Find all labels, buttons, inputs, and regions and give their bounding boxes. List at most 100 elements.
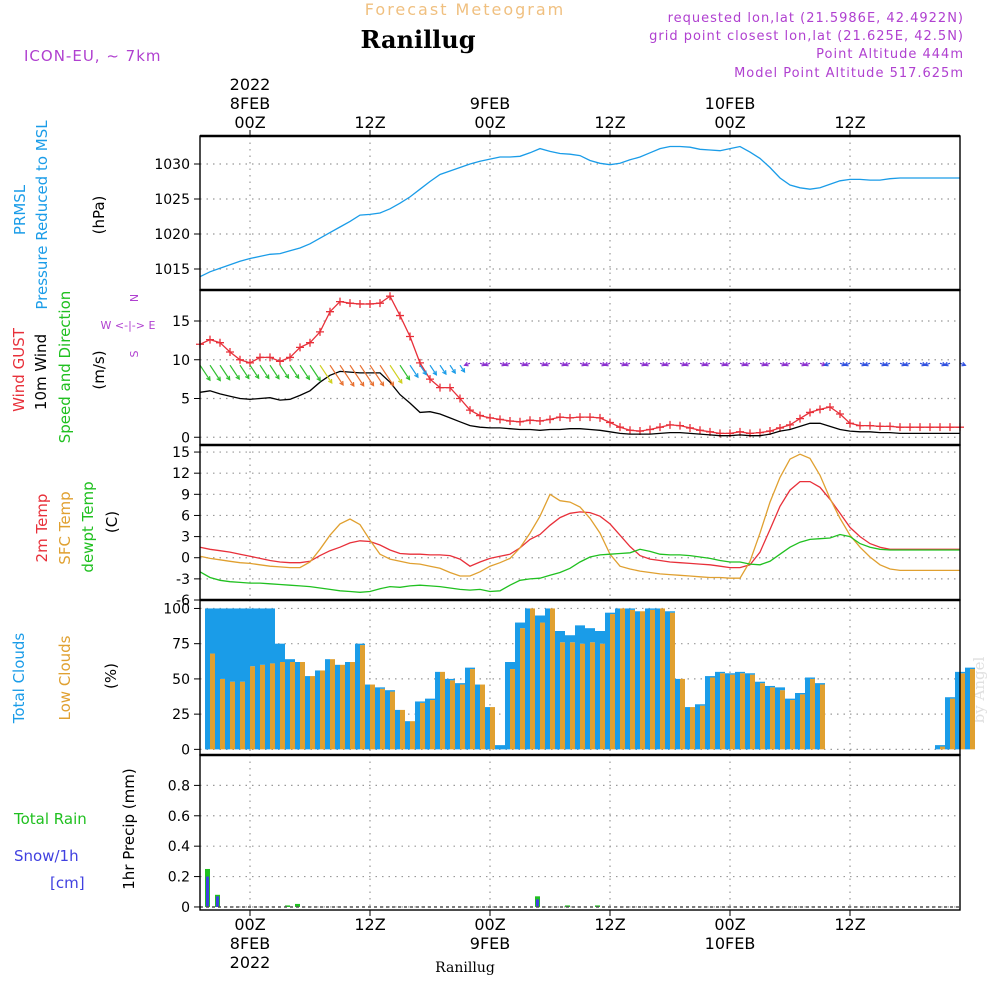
wind-arrow-head bbox=[275, 374, 280, 380]
bottom-time-label: 00Z bbox=[474, 915, 505, 934]
total-cloud-bar bbox=[645, 608, 650, 750]
wind-direction-arrow bbox=[409, 364, 419, 378]
total-cloud-bar-cap bbox=[950, 697, 955, 699]
low-cloud-bar bbox=[800, 694, 805, 750]
low-cloud-bar bbox=[350, 662, 355, 750]
total-cloud-bar-cap bbox=[780, 687, 785, 691]
total-cloud-bar-cap bbox=[240, 608, 245, 682]
total-cloud-bar bbox=[705, 676, 710, 750]
total-cloud-bar bbox=[545, 608, 550, 750]
gust-marker bbox=[266, 353, 274, 362]
low-cloud-bar bbox=[470, 669, 475, 750]
total-cloud-bar-cap bbox=[810, 677, 815, 679]
total-cloud-bar bbox=[785, 698, 790, 750]
wind-arrow-head bbox=[414, 373, 419, 379]
gust-marker bbox=[376, 299, 384, 308]
low-cloud-bar bbox=[570, 642, 575, 750]
panel-frame bbox=[199, 754, 961, 911]
total-cloud-bar-cap bbox=[220, 608, 225, 679]
wind-direction-arrow bbox=[329, 364, 344, 386]
gust-marker bbox=[856, 421, 864, 430]
wind-arrow-head bbox=[405, 375, 411, 381]
total-cloud-bar bbox=[355, 643, 360, 750]
gust-marker bbox=[286, 353, 294, 362]
total-cloud-bar bbox=[745, 673, 750, 750]
total-cloud-bar-cap bbox=[720, 671, 725, 674]
total-cloud-bar bbox=[495, 745, 500, 750]
y-tick-label: 0 bbox=[181, 742, 190, 758]
gust-marker bbox=[366, 299, 374, 308]
bottom-time-label: 8FEB bbox=[230, 934, 270, 953]
wind-arrow-head bbox=[923, 361, 929, 367]
total-cloud-bar bbox=[455, 683, 460, 750]
total-cloud-bar bbox=[385, 690, 390, 750]
low-cloud-bar bbox=[940, 746, 945, 750]
wind-direction-arrow bbox=[259, 364, 270, 379]
total-cloud-bar bbox=[565, 635, 570, 750]
total-cloud-bar-cap bbox=[570, 635, 575, 643]
total-cloud-bar-cap bbox=[700, 704, 705, 706]
y-tick-label: 15 bbox=[172, 445, 190, 461]
pressure-label-1: PRMSL bbox=[11, 184, 29, 235]
gust-marker bbox=[676, 421, 684, 430]
wind10m-label: 10m Wind bbox=[32, 334, 50, 410]
low-cloud-bar bbox=[210, 653, 215, 750]
total-cloud-bar bbox=[425, 698, 430, 750]
bottom-time-label: 00Z bbox=[714, 915, 745, 934]
gust-marker bbox=[626, 426, 634, 435]
wind-arrow-head bbox=[703, 361, 709, 367]
snow-unit-label: [cm] bbox=[50, 874, 85, 892]
gust-marker bbox=[476, 411, 484, 420]
wind-arrow-head bbox=[235, 375, 240, 381]
wind-arrow-head bbox=[463, 361, 469, 367]
wind-direction-arrow bbox=[399, 364, 411, 380]
gust-marker bbox=[916, 423, 924, 432]
wind-arrow-head bbox=[883, 361, 889, 367]
total-cloud-bar bbox=[245, 608, 250, 750]
compass-s: S bbox=[128, 350, 141, 357]
total-cloud-bar-cap bbox=[730, 673, 735, 675]
total-cloud-bar-cap bbox=[650, 608, 655, 610]
total-cloud-bar-cap bbox=[670, 611, 675, 613]
total-cloud-bar bbox=[435, 671, 440, 750]
gust-marker bbox=[336, 297, 344, 306]
top-time-label: 12Z bbox=[354, 113, 385, 132]
total-cloud-bar bbox=[215, 608, 220, 750]
wind-arrow-head bbox=[349, 381, 355, 388]
bottom-time-label: 12Z bbox=[354, 915, 385, 934]
gust-marker bbox=[426, 375, 434, 384]
gust-marker bbox=[606, 418, 614, 427]
low-cloud-bar bbox=[490, 707, 495, 750]
wind-arrow-head bbox=[442, 370, 447, 376]
total-cloud-bar bbox=[275, 643, 280, 750]
top-time-label: 00Z bbox=[474, 113, 505, 132]
total-cloud-bar bbox=[395, 709, 400, 750]
gust-marker bbox=[816, 405, 824, 414]
total-cloud-bar-cap bbox=[600, 631, 605, 644]
low-cloud-bar bbox=[320, 670, 325, 750]
gust-marker bbox=[456, 394, 464, 403]
clouds-unit: (%) bbox=[102, 663, 120, 689]
gust-marker bbox=[786, 420, 794, 429]
total-cloud-bar bbox=[805, 677, 810, 750]
wind-direction-arrow bbox=[229, 364, 240, 380]
wind-arrow-head bbox=[903, 361, 909, 367]
gust-marker bbox=[866, 421, 874, 430]
gust-marker bbox=[846, 419, 854, 428]
total-cloud-bar-cap bbox=[280, 643, 285, 662]
panel-frame bbox=[199, 289, 961, 446]
wind-direction-arrow bbox=[249, 364, 260, 379]
total-cloud-bar-cap bbox=[560, 631, 565, 643]
total-cloud-bar bbox=[265, 608, 270, 750]
y-tick-label: 0.6 bbox=[168, 809, 190, 825]
sfc-label: SFC Temp bbox=[56, 491, 74, 564]
total-cloud-bar bbox=[755, 681, 760, 750]
panel-frame bbox=[199, 135, 961, 291]
total-clouds-label: Total Clouds bbox=[10, 633, 28, 725]
low-cloud-bar bbox=[560, 642, 565, 750]
total-cloud-bar bbox=[235, 608, 240, 750]
y-tick-label: 1025 bbox=[154, 192, 190, 208]
gust-marker bbox=[466, 406, 474, 415]
wind-unit: (m/s) bbox=[90, 350, 108, 389]
total-cloud-bar bbox=[295, 662, 300, 750]
